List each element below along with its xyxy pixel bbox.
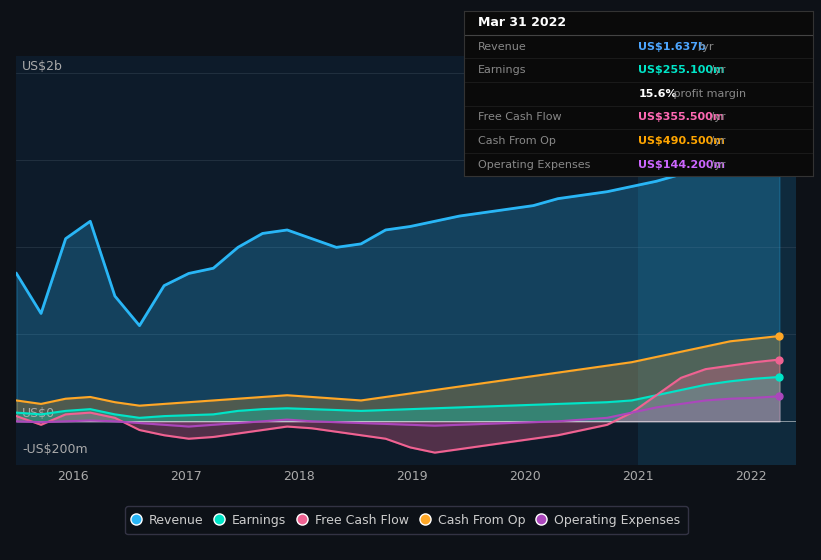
Text: US$490.500m: US$490.500m [639,136,725,146]
Text: Free Cash Flow: Free Cash Flow [478,113,562,123]
Text: /yr: /yr [708,136,726,146]
Bar [638,56,814,465]
Text: US$255.100m: US$255.100m [639,65,725,75]
Text: /yr: /yr [695,41,713,52]
Text: -US$200m: -US$200m [22,443,88,456]
Text: Earnings: Earnings [478,65,526,75]
Text: Cash From Op: Cash From Op [478,136,556,146]
Text: US$0: US$0 [22,407,55,419]
Text: /yr: /yr [708,160,726,170]
Text: 15.6%: 15.6% [639,89,677,99]
Text: US$144.200m: US$144.200m [639,160,725,170]
Text: Revenue: Revenue [478,41,526,52]
Text: US$1.637b: US$1.637b [639,41,706,52]
Text: Operating Expenses: Operating Expenses [478,160,590,170]
Text: profit margin: profit margin [670,89,745,99]
Text: /yr: /yr [708,113,726,123]
Text: Mar 31 2022: Mar 31 2022 [478,16,566,30]
Legend: Revenue, Earnings, Free Cash Flow, Cash From Op, Operating Expenses: Revenue, Earnings, Free Cash Flow, Cash … [125,506,688,534]
Text: US$2b: US$2b [22,60,63,73]
Text: /yr: /yr [708,65,726,75]
Text: US$355.500m: US$355.500m [639,113,725,123]
